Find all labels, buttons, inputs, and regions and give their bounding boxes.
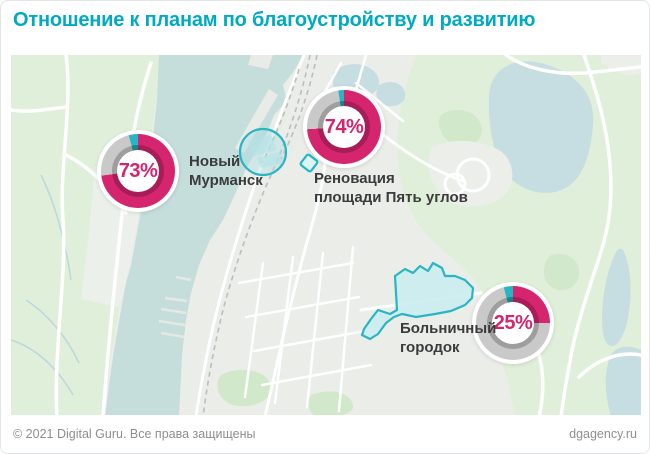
page-title: Отношение к планам по благоустройству и …: [13, 9, 536, 31]
label-five-corners: Реновация площади Пять углов: [314, 169, 468, 207]
label-line: Больничный: [400, 320, 497, 337]
map-lakes: [333, 61, 641, 417]
donut-value: 25%: [493, 311, 533, 334]
map-clearing-east: [428, 140, 513, 207]
copyright-text: © 2021 Digital Guru. Все права защищены: [13, 427, 256, 441]
footer: © 2021 Digital Guru. Все права защищены …: [1, 415, 649, 453]
map-area: 73% 74% 25% Новый Мурманск Реновация: [11, 55, 641, 417]
agency-site-link[interactable]: dgagency.ru: [569, 427, 637, 441]
label-line: Мурманск: [189, 172, 263, 189]
donut-chart-novy-murmansk: 73%: [97, 130, 179, 212]
label-novy-murmansk: Новый Мурманск: [189, 152, 263, 190]
label-line: площади Пять углов: [314, 189, 468, 206]
label-line: Новый: [189, 153, 241, 170]
donut-value: 73%: [118, 159, 158, 182]
map-forest-patches: [217, 109, 580, 417]
map-railway: [202, 55, 318, 417]
map-highlight-hospital-town: [360, 261, 475, 341]
map-docks-south: [158, 275, 192, 339]
label-line: Реновация: [314, 170, 395, 187]
donut-chart-hospital-town: 25%: [472, 282, 554, 364]
map-clearing-ne: [601, 55, 641, 75]
map-highlight-five-corners: [299, 153, 319, 173]
label-hospital-town: Больничный городок: [400, 319, 496, 357]
donut-center: 73%: [117, 150, 159, 192]
donut-center: 25%: [492, 302, 534, 344]
label-line: городок: [400, 339, 460, 356]
donut-center: 74%: [323, 106, 365, 148]
donut-value: 74%: [324, 115, 364, 138]
map-streams: [11, 174, 80, 396]
map-highlight-port-circle: [238, 127, 288, 177]
donut-chart-five-corners: 74%: [303, 86, 385, 168]
